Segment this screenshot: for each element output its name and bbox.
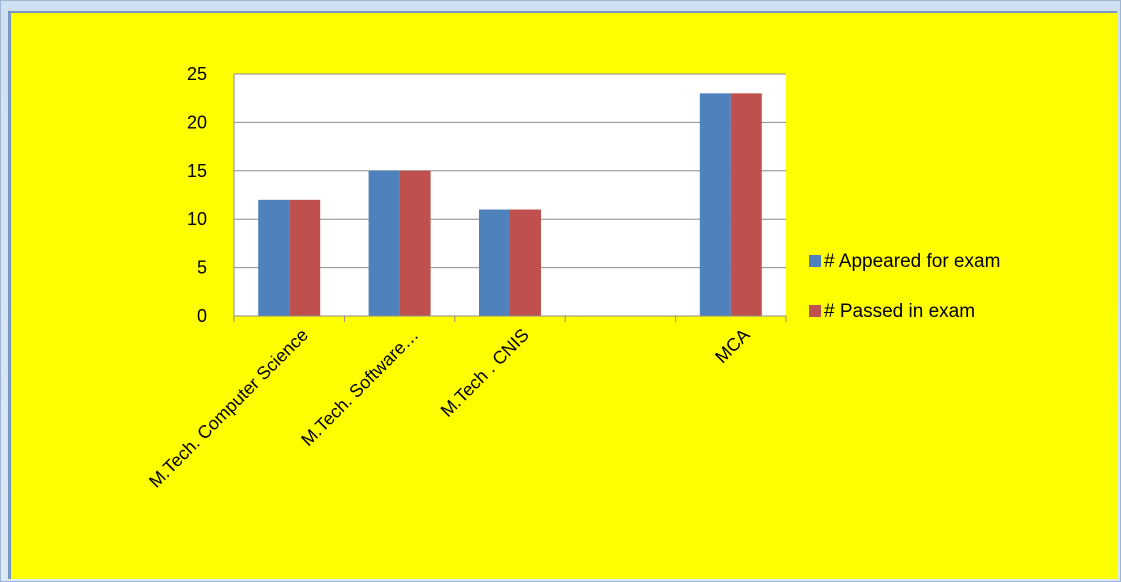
slide-panel: 0 5 10 15 20 25 M.Tech. Computer Science M.Tec… [8, 11, 1117, 579]
category-label: M.Tech . CNIS [437, 325, 533, 421]
bar [399, 170, 431, 316]
y-tick-label: 20 [187, 112, 207, 132]
bar [368, 170, 400, 316]
bar [479, 209, 510, 316]
y-tick-label: 10 [187, 209, 207, 229]
axes [233, 74, 787, 322]
category-label: M.Tech. Software… [297, 325, 422, 450]
legend-swatch [809, 305, 821, 317]
y-tick-label: 15 [187, 161, 207, 181]
bar [258, 199, 290, 316]
legend-swatch [809, 255, 821, 267]
bars [258, 93, 762, 316]
category-label: MCA [711, 325, 753, 367]
legend-label: # Appeared for exam [824, 251, 1000, 272]
y-tick-labels: 0 5 10 15 20 25 [187, 64, 207, 326]
bar [289, 199, 321, 316]
bar [699, 93, 731, 316]
category-label: M.Tech. Computer Science [145, 325, 312, 492]
bar [730, 93, 762, 316]
legend: # Appeared for exam # Passed in exam [809, 251, 1000, 322]
bar [510, 209, 541, 316]
y-tick-label: 5 [197, 258, 207, 278]
y-tick-label: 0 [197, 306, 207, 326]
y-tick-label: 25 [187, 64, 207, 84]
legend-label: # Passed in exam [824, 301, 975, 322]
